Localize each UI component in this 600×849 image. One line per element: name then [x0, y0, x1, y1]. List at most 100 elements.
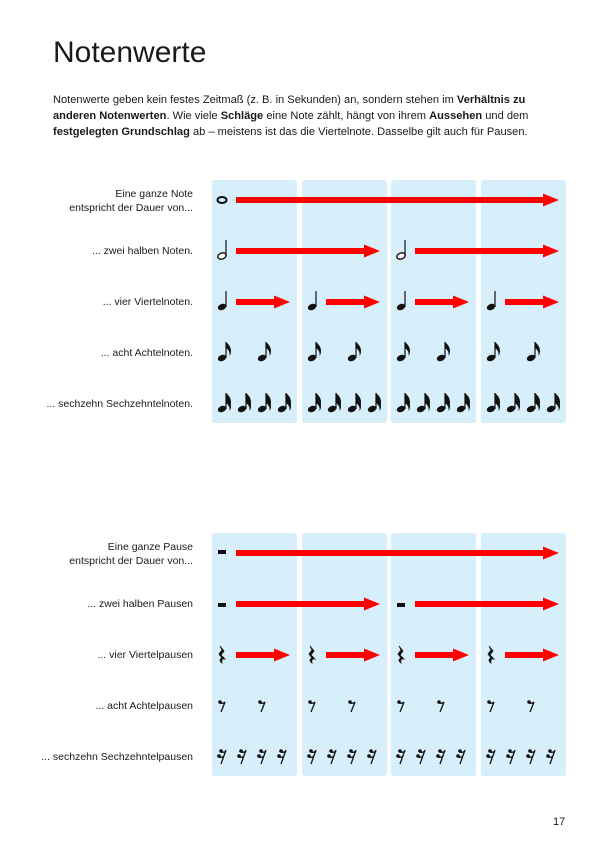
- quarter-rest-icon: [308, 645, 317, 664]
- whole-rest-icon: [218, 550, 226, 554]
- eighth-note-icon: [257, 342, 271, 362]
- eighth-note-icon: [217, 342, 231, 362]
- sixteenth-note-icon: [546, 393, 560, 413]
- quarter-note-icon: [307, 291, 317, 311]
- intro-text: ab – meistens ist das die Viertelnote. D…: [189, 126, 528, 138]
- sixteenth-note-icon: [367, 393, 381, 413]
- sixteenth-rest-icon: [217, 749, 227, 765]
- emphasis-text: Verhältnis zu anderen Noten­werten: [53, 94, 526, 122]
- whole-note-icon: [216, 196, 228, 204]
- sixteenth-rest-icon: [367, 749, 377, 765]
- duration-arrow: [236, 546, 559, 560]
- sixteenth-note-icon: [217, 393, 231, 413]
- duration-arrow: [415, 648, 469, 662]
- sixteenth-rest-icon: [257, 749, 267, 765]
- duration-arrow: [236, 648, 290, 662]
- eighth-rest-icon: [397, 700, 405, 713]
- sixteenth-rest-icon: [456, 749, 466, 765]
- intro-text: Notenwerte geben kein festes Zeitmaß (z.…: [53, 94, 457, 106]
- intro-text: . Wie viele: [166, 110, 221, 122]
- eighth-rest-icon: [348, 700, 356, 713]
- duration-arrow: [236, 244, 380, 258]
- half-rest-icon: [218, 603, 226, 607]
- row-label: Eine ganze Note entspricht der Dauer von…: [69, 188, 193, 214]
- duration-arrow: [236, 295, 290, 309]
- eighth-note-icon: [307, 342, 321, 362]
- sixteenth-note-icon: [307, 393, 321, 413]
- duration-arrow: [415, 597, 559, 611]
- half-note-icon: [396, 240, 406, 260]
- eighth-rest-icon: [437, 700, 445, 713]
- quarter-rest-icon: [218, 645, 227, 664]
- note-values-diagram: [212, 180, 566, 423]
- eighth-rest-icon: [258, 700, 266, 713]
- eighth-note-icon: [396, 342, 410, 362]
- page-title: Notenwerte: [53, 36, 207, 69]
- rest-values-diagram: [212, 533, 566, 776]
- quarter-rest-icon: [487, 645, 496, 664]
- sixteenth-rest-icon: [327, 749, 337, 765]
- quarter-note-icon: [396, 291, 406, 311]
- row-label: ... zwei halben Pausen: [87, 598, 193, 610]
- eighth-rest-icon: [527, 700, 535, 713]
- eighth-rest-icon: [218, 700, 226, 713]
- sixteenth-rest-icon: [277, 749, 287, 765]
- sixteenth-note-icon: [277, 393, 291, 413]
- sixteenth-note-icon: [436, 393, 450, 413]
- intro-paragraph: Notenwerte geben kein festes Zeitmaß (z.…: [53, 92, 568, 140]
- sixteenth-rest-icon: [546, 749, 556, 765]
- row-label: ... zwei halben Noten.: [92, 245, 193, 257]
- sixteenth-rest-icon: [237, 749, 247, 765]
- half-rest-icon: [397, 603, 405, 607]
- sixteenth-rest-icon: [396, 749, 406, 765]
- sixteenth-note-icon: [327, 393, 341, 413]
- quarter-rest-icon: [397, 645, 406, 664]
- half-note-icon: [217, 240, 227, 260]
- duration-arrow: [236, 193, 559, 207]
- intro-text: eine Note zählt, hängt von ihrem: [263, 110, 430, 122]
- eighth-note-icon: [486, 342, 500, 362]
- sixteenth-rest-icon: [307, 749, 317, 765]
- sixteenth-note-icon: [347, 393, 361, 413]
- duration-arrow: [326, 648, 380, 662]
- quarter-note-icon: [486, 291, 496, 311]
- emphasis-text: Aussehen: [429, 110, 483, 122]
- sixteenth-note-icon: [506, 393, 520, 413]
- duration-arrow: [415, 295, 469, 309]
- duration-arrow: [505, 648, 559, 662]
- duration-arrow: [415, 244, 559, 258]
- sixteenth-note-icon: [526, 393, 540, 413]
- sixteenth-rest-icon: [506, 749, 516, 765]
- quarter-note-icon: [217, 291, 227, 311]
- sixteenth-rest-icon: [347, 749, 357, 765]
- row-label: Eine ganze Pause entspricht der Dauer vo…: [69, 541, 193, 567]
- row-label: ... vier Viertelpausen: [97, 649, 193, 661]
- sixteenth-rest-icon: [436, 749, 446, 765]
- duration-arrow: [326, 295, 380, 309]
- page-number: 17: [553, 816, 566, 828]
- sixteenth-rest-icon: [526, 749, 536, 765]
- sixteenth-note-icon: [257, 393, 271, 413]
- row-label: ... sechzehn Sechzehntelpausen: [41, 751, 193, 763]
- sixteenth-rest-icon: [486, 749, 496, 765]
- eighth-rest-icon: [308, 700, 316, 713]
- emphasis-text: festgelegten Grundschlag: [53, 126, 190, 138]
- eighth-rest-icon: [487, 700, 495, 713]
- row-label: ... acht Achtelnoten.: [100, 347, 193, 359]
- row-label: ... sechzehn Sechzehntelnoten.: [46, 398, 193, 410]
- sixteenth-note-icon: [456, 393, 470, 413]
- duration-arrow: [236, 597, 380, 611]
- row-label: ... vier Viertelnoten.: [102, 296, 193, 308]
- emphasis-text: Schläge: [220, 110, 264, 122]
- intro-text: und dem: [482, 110, 529, 122]
- sixteenth-note-icon: [396, 393, 410, 413]
- eighth-note-icon: [526, 342, 540, 362]
- sixteenth-note-icon: [416, 393, 430, 413]
- eighth-note-icon: [436, 342, 450, 362]
- sixteenth-note-icon: [237, 393, 251, 413]
- row-label: ... acht Achtelpausen: [95, 700, 193, 712]
- duration-arrow: [505, 295, 559, 309]
- sixteenth-rest-icon: [416, 749, 426, 765]
- sixteenth-note-icon: [486, 393, 500, 413]
- eighth-note-icon: [347, 342, 361, 362]
